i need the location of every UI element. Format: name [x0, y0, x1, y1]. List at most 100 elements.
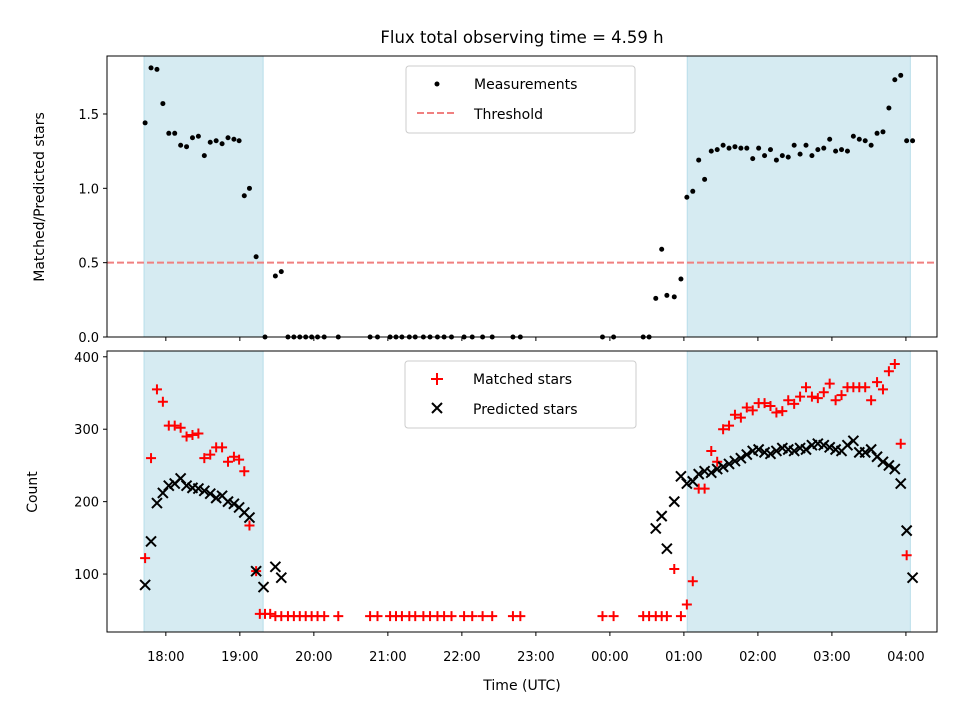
predicted-star-point — [650, 522, 662, 535]
matched-star-point — [765, 401, 776, 412]
matched-star-point — [681, 599, 692, 610]
predicted-star-point — [243, 511, 256, 524]
measurement-point — [664, 292, 670, 298]
matched-star-point — [818, 387, 829, 398]
x-tick-label: 00:00 — [591, 650, 628, 665]
measurement-point — [702, 176, 708, 182]
matched-star-point — [151, 384, 162, 395]
x-tick-label: 01:00 — [665, 650, 702, 665]
matched-star-point — [806, 391, 817, 402]
measurement-point — [690, 188, 696, 194]
predicted-star-point — [250, 565, 262, 577]
ratio-y-axis-label: Matched/Predicted stars — [32, 112, 48, 282]
measurement-point — [856, 136, 862, 142]
legend-matched-marker — [431, 373, 443, 385]
predicted-star-point — [151, 497, 163, 509]
predicted-star-point — [818, 439, 830, 451]
measurement-point — [886, 105, 892, 111]
predicted-star-point — [180, 479, 193, 492]
x-tick-label: 03:00 — [813, 650, 850, 665]
measurement-point — [189, 135, 195, 141]
measurement-point — [756, 145, 762, 151]
measurement-point — [767, 147, 773, 153]
measurement-point — [750, 156, 756, 162]
legend-measurements-marker — [434, 81, 440, 87]
count-panel: 100 200 300 400 18:00 19:00 20:00 21:00 22:00 23… — [25, 350, 938, 665]
measurement-point — [910, 138, 916, 144]
ratio-panel: 0.0 0.5 1.0 1.5 Matched/Predicted stars Mea… — [32, 55, 938, 346]
measurement-point — [160, 101, 166, 107]
predicted-star-point — [841, 439, 854, 451]
predicted-star-point — [269, 561, 282, 573]
measurement-point — [178, 142, 184, 148]
measurement-point — [225, 135, 231, 141]
matched-star-point — [223, 456, 234, 467]
matched-star-point — [795, 391, 806, 402]
matched-star-point — [661, 611, 672, 622]
matched-star-point — [801, 382, 812, 393]
matched-star-point — [895, 438, 906, 449]
matched-star-point — [467, 611, 478, 622]
measurement-point — [732, 144, 738, 150]
predicted-star-point — [204, 487, 216, 500]
measurement-point — [744, 145, 750, 151]
measurement-point — [653, 295, 659, 301]
matched-star-point — [372, 611, 383, 622]
matched-star-point — [783, 395, 794, 406]
measurement-point — [898, 72, 904, 78]
measurement-point — [803, 142, 809, 148]
matched-star-point — [741, 402, 752, 413]
predicted-star-point — [681, 477, 693, 490]
matched-star-point — [872, 377, 883, 388]
predicted-star-point — [823, 441, 836, 454]
count-y-tick-label: 300 — [74, 423, 99, 438]
count-y-axis-label: Count — [25, 471, 41, 513]
matched-star-point — [759, 398, 770, 409]
matched-star-point — [735, 412, 746, 423]
matched-star-point — [866, 395, 877, 406]
measurement-point — [184, 144, 190, 150]
matched-star-point — [824, 378, 835, 389]
matched-star-point — [265, 608, 276, 619]
measurement-point — [773, 157, 779, 163]
predicted-star-point — [163, 479, 175, 492]
predicted-star-point — [877, 456, 889, 468]
matched-star-point — [181, 431, 192, 442]
measurement-point — [833, 148, 839, 154]
matched-star-point — [687, 576, 698, 587]
matched-star-point — [718, 424, 729, 435]
measurement-point — [671, 294, 677, 300]
matched-star-point — [319, 611, 330, 622]
matched-star-point — [597, 611, 608, 622]
measurement-point — [231, 136, 237, 142]
x-tick-label: 19:00 — [221, 650, 258, 665]
matched-star-point — [487, 611, 498, 622]
predicted-star-point — [257, 581, 270, 593]
measurement-point — [839, 147, 845, 153]
measurement-point — [809, 153, 815, 159]
measurement-point — [253, 254, 259, 260]
predicted-star-point — [895, 477, 907, 490]
measurement-point — [241, 193, 247, 199]
matched-star-point — [712, 456, 723, 467]
measurement-point — [246, 185, 252, 191]
ratio-y-tick-label: 1.0 — [78, 182, 99, 197]
predicted-star-point — [668, 495, 680, 508]
measurement-point — [785, 154, 791, 160]
count-y-tick-label: 100 — [74, 568, 99, 583]
predicted-star-point — [752, 443, 765, 456]
measurement-point — [166, 130, 172, 136]
measurement-point — [207, 139, 213, 145]
matched-star-point — [860, 382, 871, 393]
measurement-point — [142, 120, 148, 126]
matched-star-point — [140, 553, 151, 564]
x-tick-label: 23:00 — [517, 650, 554, 665]
count-observing-window-2 — [686, 350, 911, 633]
matched-star-point — [175, 422, 186, 433]
matched-star-point — [699, 483, 710, 494]
predicted-star-point — [800, 443, 812, 456]
matched-star-point — [877, 384, 888, 395]
ratio-panel-frame — [106, 55, 938, 338]
measurement-point — [762, 153, 768, 159]
